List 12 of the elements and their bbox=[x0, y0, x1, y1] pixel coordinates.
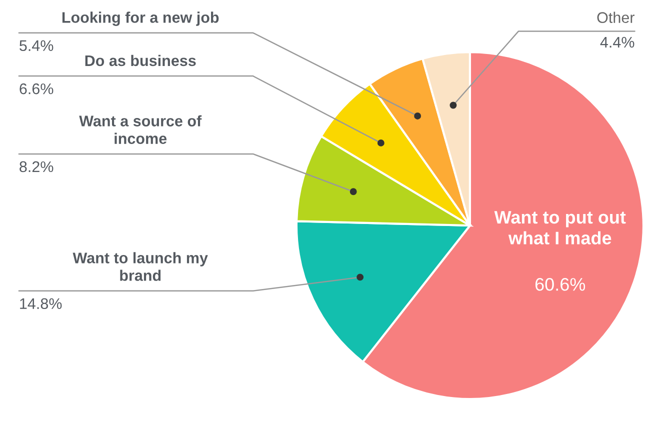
slice-label: Want a source of income bbox=[79, 115, 202, 144]
data-label: 6.6% bbox=[20, 83, 54, 94]
slice-label: Do as business bbox=[85, 54, 196, 66]
data-label: 5.4% bbox=[20, 40, 54, 52]
data-label: 4.4% bbox=[600, 36, 634, 48]
data-label: 14.8% bbox=[20, 298, 62, 310]
data-label: 8.2% bbox=[20, 161, 54, 172]
slice-label: Looking for a new job bbox=[62, 12, 219, 26]
slice-label: Want to launch my brand bbox=[72, 252, 208, 281]
data-label: 60.6% bbox=[535, 278, 586, 291]
slice-label: Other bbox=[597, 12, 634, 23]
slice-label: Want to put out what I made bbox=[494, 211, 626, 244]
